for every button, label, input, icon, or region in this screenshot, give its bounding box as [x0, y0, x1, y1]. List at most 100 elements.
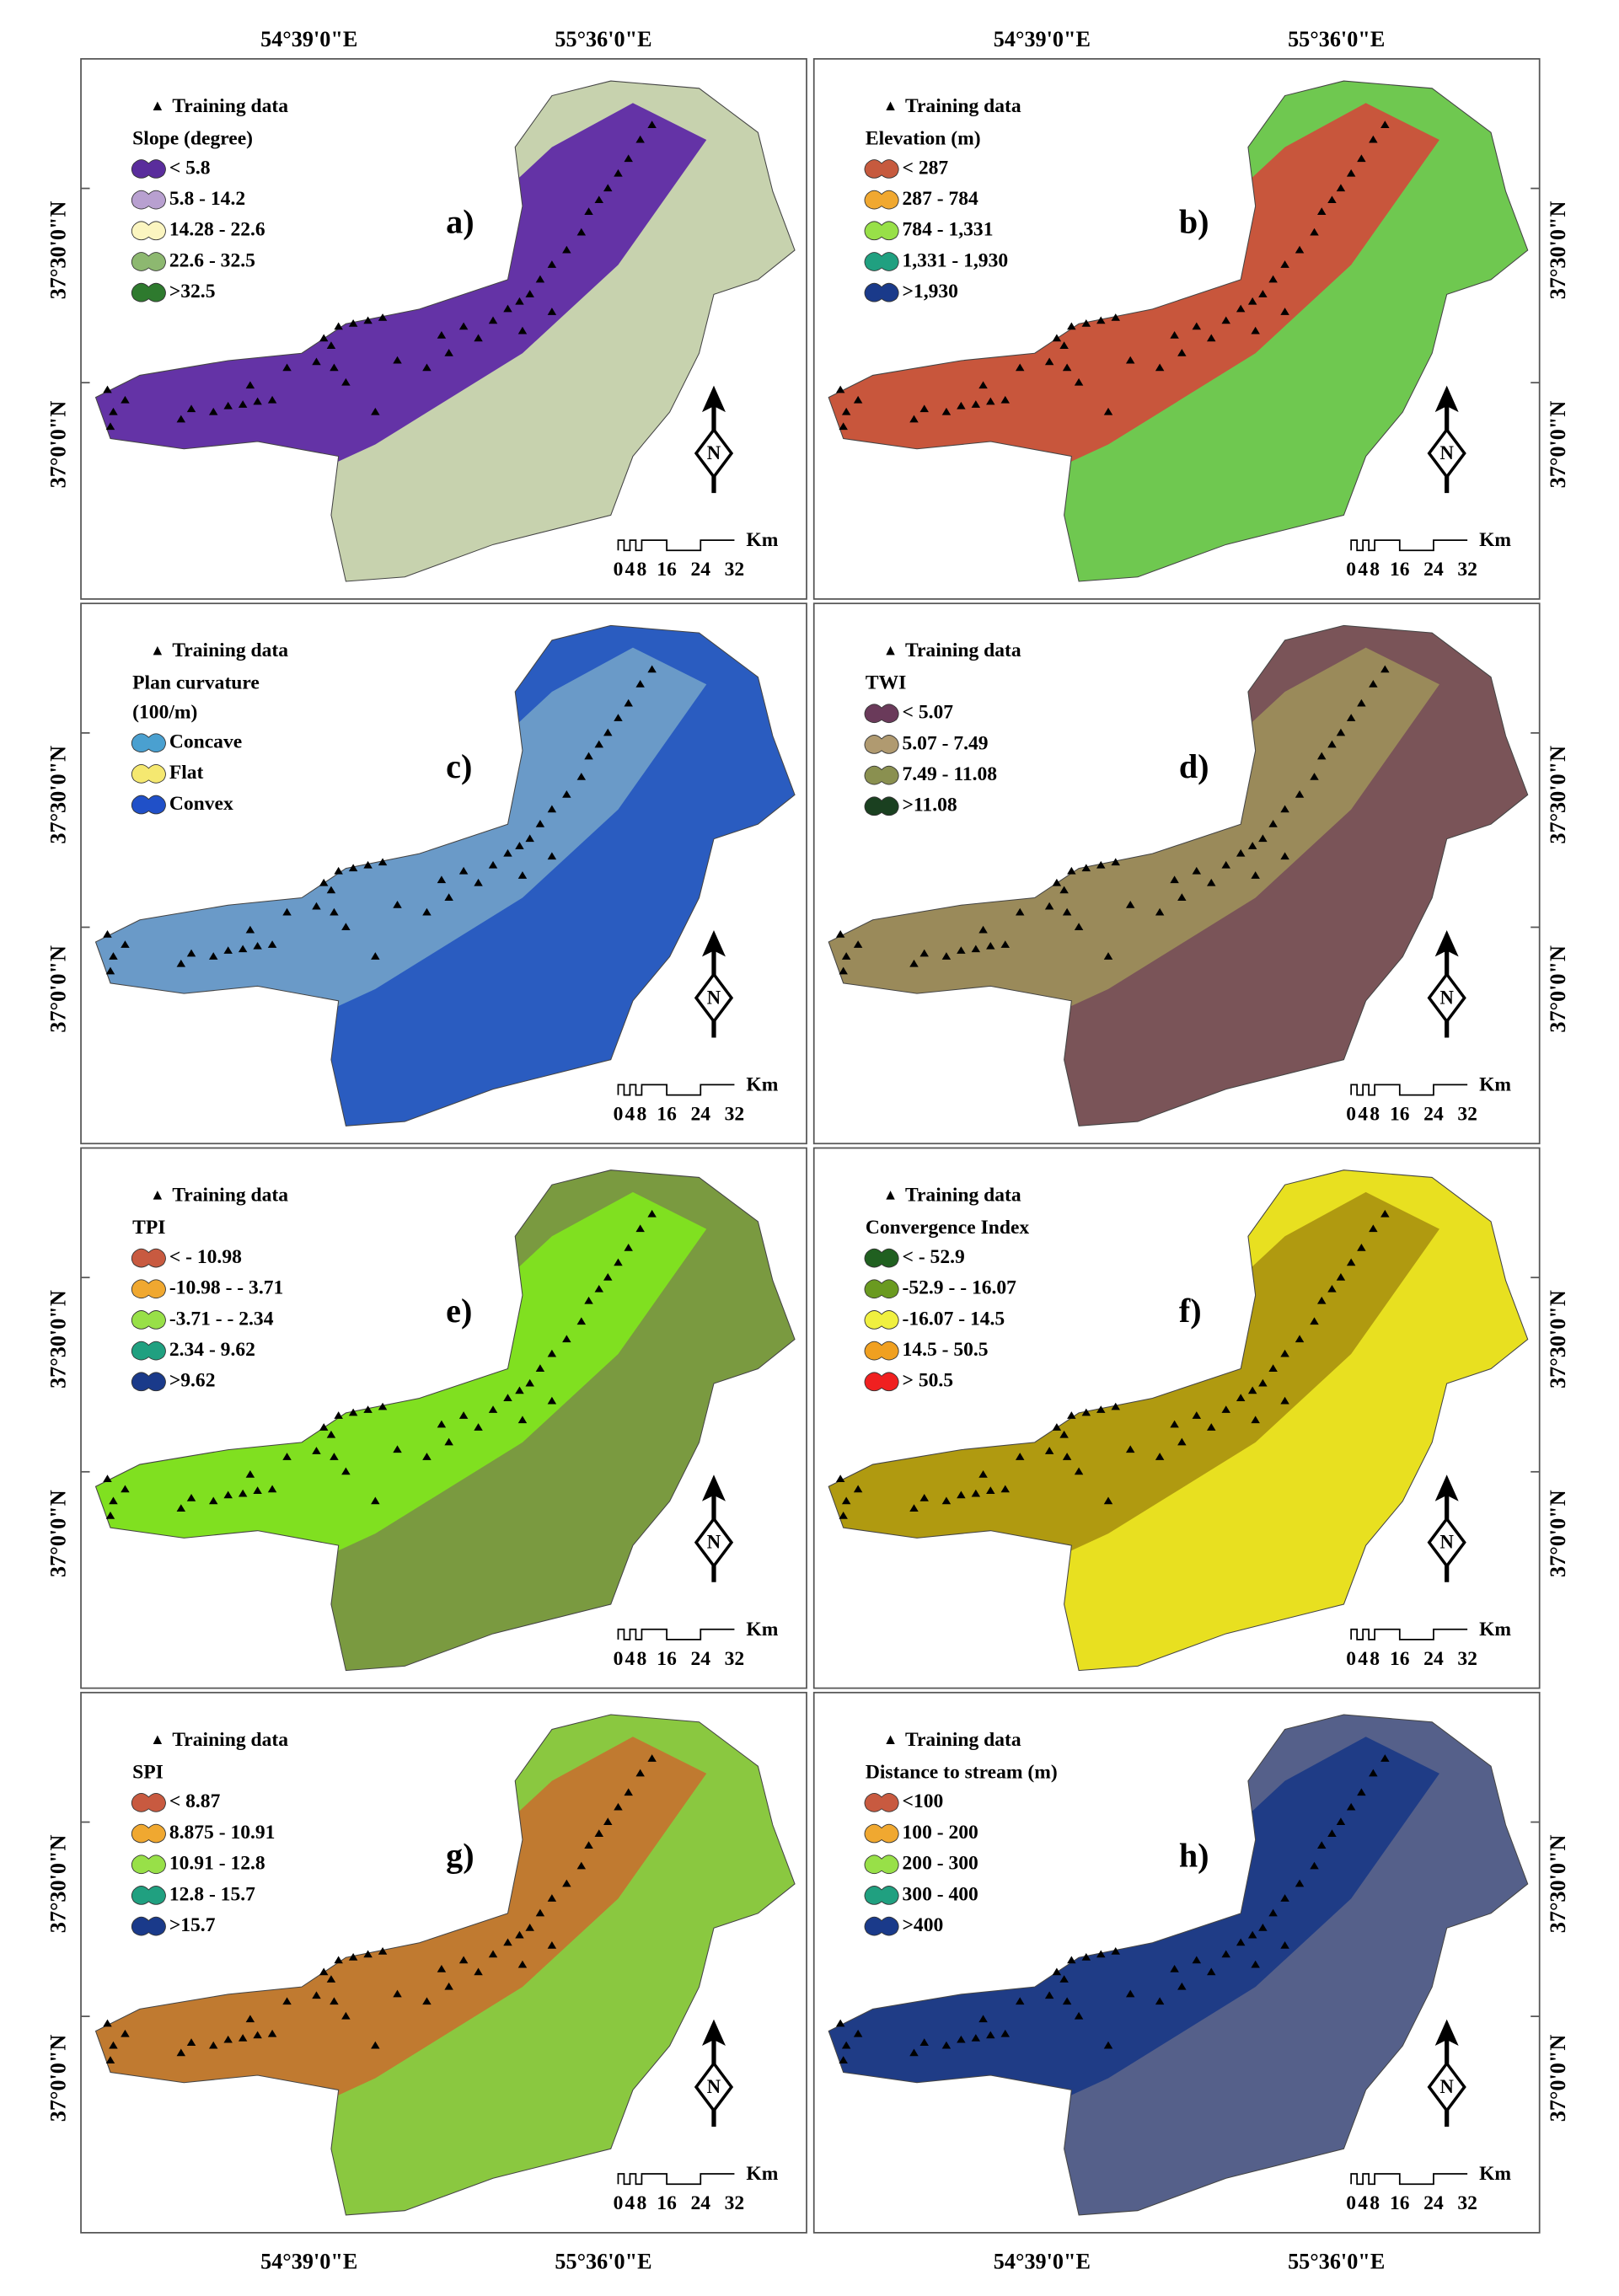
scale-label: 24 — [1423, 1648, 1444, 1670]
training-point — [458, 1411, 469, 1419]
legend-label: -52.9 - - 16.07 — [903, 1277, 1017, 1299]
legend-training: Training data — [905, 95, 1021, 117]
training-point — [444, 1982, 453, 1990]
training-point — [393, 1445, 402, 1453]
training-point — [978, 1470, 988, 1478]
training-point — [1207, 1423, 1216, 1431]
legend-swatch — [131, 1916, 166, 1936]
training-point — [1111, 858, 1120, 866]
training-point — [1044, 1991, 1054, 1999]
training-point — [941, 2041, 952, 2049]
training-point — [348, 1952, 358, 1961]
map-outline — [94, 1169, 796, 1672]
training-point — [1280, 852, 1289, 860]
legend-label: Concave — [169, 731, 242, 753]
training-point — [245, 1470, 255, 1478]
training-point — [109, 407, 118, 415]
lon-label: 55°36'0"E — [1288, 2250, 1385, 2274]
training-point — [1081, 1408, 1091, 1416]
training-point — [105, 422, 115, 431]
legend-swatch — [864, 1916, 899, 1936]
training-point — [1316, 752, 1327, 760]
training-point — [978, 381, 988, 389]
training-point — [267, 395, 277, 404]
training-point — [1357, 154, 1366, 163]
training-point — [371, 2041, 380, 2049]
training-point — [1155, 1453, 1165, 1460]
training-point — [121, 2029, 130, 2037]
training-point — [1015, 1453, 1025, 1460]
training-point — [1247, 1386, 1257, 1394]
training-point — [1044, 357, 1054, 366]
training-point — [853, 2029, 863, 2037]
legend-swatch — [131, 1310, 166, 1330]
training-point — [1247, 1930, 1257, 1939]
scale-label: 8 — [637, 559, 647, 581]
training-point — [971, 945, 981, 953]
training-point — [1221, 316, 1230, 324]
legend-training: Training data — [172, 95, 288, 117]
training-point — [1052, 1967, 1062, 1976]
training-point — [1074, 1467, 1084, 1475]
legend-swatch — [864, 252, 899, 271]
training-point — [941, 1496, 952, 1505]
training-point — [535, 1908, 545, 1917]
training-point — [488, 316, 498, 324]
legend-swatch — [864, 1248, 899, 1268]
training-point — [312, 1447, 321, 1454]
training-point — [1251, 1960, 1260, 1968]
legend-label: >32.5 — [169, 281, 216, 302]
training-point — [1059, 886, 1069, 894]
map-panel: Training data Plan curvature (100/m) Concav… — [80, 602, 807, 1145]
training-point — [393, 1989, 402, 1998]
scale-label: 24 — [1423, 2192, 1444, 2214]
north-label: N — [707, 987, 721, 1008]
training-point — [594, 1284, 604, 1293]
training-point — [282, 1997, 292, 2005]
training-point — [208, 952, 218, 960]
training-point — [1280, 805, 1289, 813]
training-point — [348, 864, 358, 872]
legend-label: 1,331 - 1,930 — [903, 249, 1009, 271]
training-point — [474, 1423, 483, 1431]
panel-letter: f) — [1179, 1292, 1202, 1330]
training-point — [971, 2034, 981, 2042]
training-point — [1062, 1453, 1072, 1460]
training-point — [835, 2019, 845, 2027]
scale-bar — [617, 539, 735, 552]
scale-bar — [1350, 1628, 1468, 1640]
training-point — [103, 929, 112, 938]
legend-swatch — [131, 1823, 166, 1844]
training-point — [1207, 1967, 1216, 1976]
legend-marker — [153, 1735, 163, 1744]
lat-label: 37°30'0"N — [1546, 1834, 1570, 1933]
lon-label: 54°39'0"E — [994, 2250, 1091, 2274]
training-point — [1081, 864, 1091, 872]
training-point — [503, 304, 512, 313]
training-point — [1177, 1982, 1187, 1990]
training-point — [1268, 275, 1278, 283]
training-point — [547, 308, 557, 315]
training-point — [635, 135, 645, 143]
training-point — [1170, 331, 1179, 339]
training-point — [515, 842, 524, 849]
legend-label: 5.07 - 7.49 — [903, 732, 989, 754]
lat-label: 37°0'0"N — [1546, 1490, 1570, 1577]
scale-label: 8 — [1370, 1648, 1380, 1670]
legend-marker — [153, 1191, 163, 1200]
lon-label: 54°39'0"E — [994, 27, 1091, 51]
training-point — [378, 858, 388, 866]
training-point — [909, 959, 919, 967]
legend-label: 8.875 - 10.91 — [169, 1822, 276, 1844]
training-point — [1327, 740, 1337, 748]
training-point — [1258, 1378, 1268, 1387]
training-point — [535, 819, 545, 827]
scale-bar — [1350, 2173, 1468, 2186]
legend-swatch — [864, 796, 899, 816]
panel-letter: c) — [446, 747, 472, 785]
training-point — [1346, 1258, 1356, 1266]
training-point — [1268, 1908, 1278, 1917]
training-point — [1000, 395, 1011, 404]
scale-label: 8 — [637, 1648, 647, 1670]
scale-label: 4 — [1358, 2192, 1368, 2214]
